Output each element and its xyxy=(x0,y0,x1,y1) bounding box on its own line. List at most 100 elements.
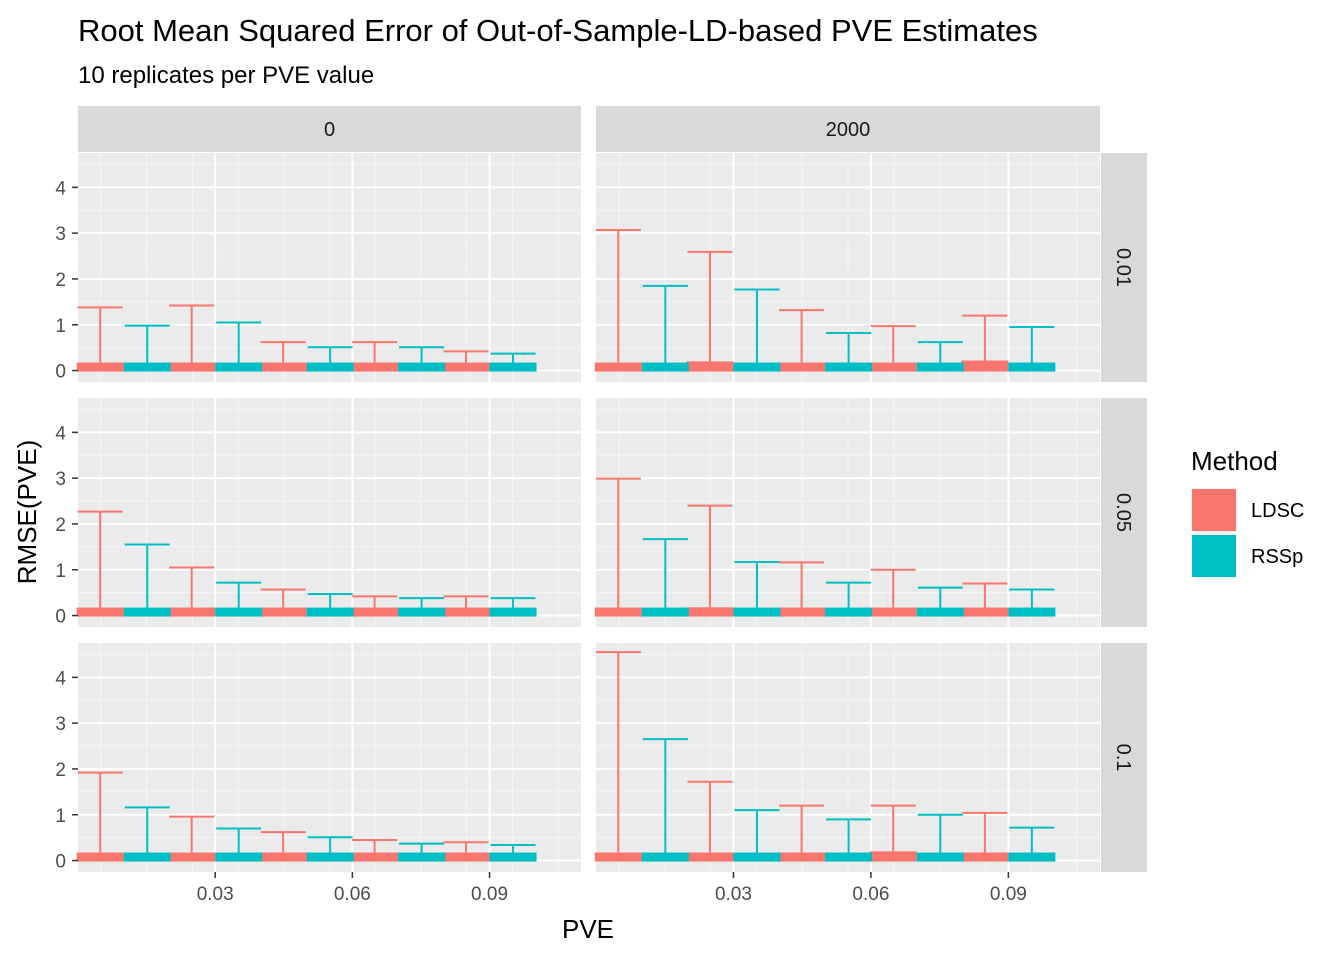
col-strip-label: 2000 xyxy=(826,119,871,141)
bar-ldsc xyxy=(594,852,642,862)
col-strip-1 xyxy=(596,106,1100,152)
x-tick-label: 0.09 xyxy=(990,884,1027,905)
bar-ldsc xyxy=(351,362,399,372)
legend: Method LDSC RSSp xyxy=(1191,446,1304,578)
bar-rssp xyxy=(306,607,354,617)
x-axis-title: PVE xyxy=(562,914,614,944)
x-tick-label: 0.03 xyxy=(197,884,234,905)
bar-rssp xyxy=(641,362,689,372)
bar-ldsc xyxy=(168,362,216,372)
bar-rssp xyxy=(916,607,964,617)
bar-rssp xyxy=(916,852,964,862)
bar-ldsc xyxy=(686,361,734,372)
bar-ldsc xyxy=(76,852,124,862)
bar-ldsc xyxy=(442,362,490,372)
bar-ldsc xyxy=(76,362,124,372)
bar-rssp xyxy=(825,607,873,617)
y-tick-label: 0 xyxy=(55,362,66,383)
bar-ldsc xyxy=(259,607,307,617)
y-tick-label: 4 xyxy=(55,668,66,689)
bar-rssp xyxy=(398,607,446,617)
y-tick-label: 0 xyxy=(55,607,66,628)
bar-ldsc xyxy=(594,607,642,617)
bar-rssp xyxy=(1008,362,1056,372)
bar-rssp xyxy=(641,852,689,862)
row-strip-0 xyxy=(1101,153,1147,382)
bar-ldsc xyxy=(351,607,399,617)
x-tick-label: 0.06 xyxy=(852,884,889,905)
bar-ldsc xyxy=(869,607,917,617)
bar-ldsc xyxy=(168,852,216,862)
bar-ldsc xyxy=(351,852,399,862)
row-strip-1 xyxy=(1101,398,1147,627)
bar-rssp xyxy=(123,362,171,372)
bar-rssp xyxy=(489,607,537,617)
y-tick-label: 2 xyxy=(55,760,66,781)
panels-layer: 0 2000 0.01 0.05 0.1 0 1 2 3 4 0 1 2 3 4 0 1 2 3 4 0.03 0.06 0… xyxy=(55,106,1147,905)
panel-0-0.05 xyxy=(76,398,581,627)
legend-entries: LDSC RSSp xyxy=(1191,488,1304,578)
bar-ldsc xyxy=(961,852,1009,862)
legend-swatch-rssp xyxy=(1192,535,1236,577)
y-tick-label: 0 xyxy=(55,852,66,873)
row-strip-2 xyxy=(1101,643,1147,872)
bar-rssp xyxy=(489,362,537,372)
bar-rssp xyxy=(733,607,781,617)
bar-rssp xyxy=(398,362,446,372)
row-strip-label: 0.1 xyxy=(1112,744,1134,772)
bar-rssp xyxy=(306,852,354,862)
bar-ldsc xyxy=(594,362,642,372)
bar-ldsc xyxy=(686,852,734,862)
y-tick-label: 4 xyxy=(55,178,66,199)
bar-ldsc xyxy=(961,360,1009,372)
legend-label-ldsc: LDSC xyxy=(1251,500,1304,522)
panel-2000-0.01 xyxy=(594,153,1100,382)
bar-rssp xyxy=(215,362,263,372)
y-tick-label: 2 xyxy=(55,270,66,291)
chart-title: Root Mean Squared Error of Out-of-Sample… xyxy=(78,13,1038,48)
x-tick-label: 0.03 xyxy=(715,884,752,905)
y-tick-label: 3 xyxy=(55,714,66,735)
col-strip-label: 0 xyxy=(324,119,335,141)
bar-ldsc xyxy=(778,852,826,862)
row-strip-label: 0.05 xyxy=(1112,493,1134,532)
panel-0-0.01 xyxy=(76,153,581,382)
bar-rssp xyxy=(825,362,873,372)
x-tick-label: 0.09 xyxy=(471,884,508,905)
row-strip-label: 0.01 xyxy=(1112,248,1134,287)
y-tick-label: 1 xyxy=(55,316,66,337)
bar-ldsc xyxy=(686,607,734,617)
legend-swatch-ldsc xyxy=(1192,489,1236,531)
bar-rssp xyxy=(641,607,689,617)
chart-subtitle: 10 replicates per PVE value xyxy=(78,62,374,89)
x-tick-label: 0.06 xyxy=(334,884,371,905)
bar-ldsc xyxy=(869,362,917,372)
y-tick-label: 1 xyxy=(55,561,66,582)
bar-rssp xyxy=(825,852,873,862)
bar-rssp xyxy=(398,852,446,862)
bar-rssp xyxy=(123,607,171,617)
legend-label-rssp: RSSp xyxy=(1251,546,1303,568)
bar-ldsc xyxy=(259,362,307,372)
y-axis-title: RMSE(PVE) xyxy=(12,440,42,584)
legend-title: Method xyxy=(1191,446,1278,476)
bar-rssp xyxy=(215,852,263,862)
bar-ldsc xyxy=(961,607,1009,617)
bar-rssp xyxy=(916,362,964,372)
bar-ldsc xyxy=(869,851,917,862)
bar-ldsc xyxy=(259,852,307,862)
y-tick-label: 2 xyxy=(55,515,66,536)
bar-ldsc xyxy=(778,607,826,617)
bar-rssp xyxy=(733,852,781,862)
bar-ldsc xyxy=(76,607,124,617)
y-tick-label: 4 xyxy=(55,423,66,444)
bar-rssp xyxy=(306,362,354,372)
bar-rssp xyxy=(1008,852,1056,862)
y-tick-label: 1 xyxy=(55,806,66,827)
bar-ldsc xyxy=(168,607,216,617)
bar-rssp xyxy=(215,607,263,617)
panel-0-0.1 xyxy=(76,643,581,872)
bar-ldsc xyxy=(442,852,490,862)
